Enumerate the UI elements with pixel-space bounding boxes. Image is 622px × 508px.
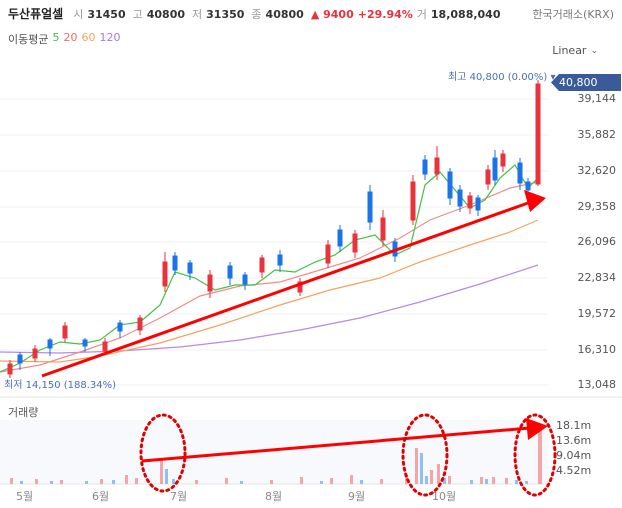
x-tick: 9월 (348, 490, 366, 503)
ma120-toggle[interactable]: 120 (99, 31, 121, 44)
volume-trend-arrow (141, 418, 548, 463)
volume-tick: 9.04m (556, 449, 592, 462)
ma60-toggle[interactable]: 60 (81, 31, 96, 44)
low-value: 31350 (206, 8, 245, 21)
ma-legend: 이동평균 5 20 60 120 (8, 31, 120, 47)
scale-mode-label: Linear (552, 44, 587, 57)
ma120-line (0, 264, 539, 354)
chevron-down-icon: ⌄ (590, 45, 598, 56)
high-value: 40800 (146, 8, 186, 21)
current-price-tag: 40,800 (551, 74, 621, 91)
stock-header: 두산퓨얼셀 시 31450 고 40800 저 31350 종 40800 ▲ … (8, 5, 504, 21)
volume-tick: 13.6m (556, 434, 592, 447)
ma-legend-title: 이동평균 (8, 33, 49, 46)
open-value: 31450 (87, 8, 126, 21)
x-tick: 8월 (265, 490, 283, 503)
ma5-line (0, 164, 539, 373)
close-label: 종 (251, 8, 262, 21)
stock-name: 두산퓨얼셀 (8, 7, 64, 21)
min-price-label: 최저 14,150 (188.34%) (4, 380, 117, 391)
ma20-line (0, 181, 539, 373)
y-tick: 35,882 (577, 128, 617, 141)
max-price-label: 최고 40,800 (0.00%) ▾ (448, 72, 556, 83)
price-trend-arrow (41, 190, 546, 378)
ma5-toggle[interactable]: 5 (52, 31, 60, 44)
price-grid (0, 98, 548, 386)
x-tick: 6월 (92, 490, 110, 503)
volume-label: 거 (416, 8, 427, 21)
exchange-label: 한국거래소(KRX) (532, 8, 614, 21)
volume-tick: 18.1m (556, 419, 592, 432)
volume-value: 18,088,040 (430, 8, 501, 21)
change-percent: +29.94% (357, 8, 413, 21)
y-tick: 13,048 (577, 378, 617, 391)
ma20-toggle[interactable]: 20 (63, 31, 78, 44)
y-tick: 22,834 (577, 271, 617, 284)
y-tick: 19,572 (577, 307, 617, 320)
x-tick: 7월 (170, 490, 188, 503)
close-value: 40800 (265, 8, 304, 21)
high-label: 고 (132, 8, 143, 21)
x-tick: 5월 (16, 490, 34, 503)
highlight-circles (139, 413, 557, 497)
open-label: 시 (73, 8, 84, 21)
volume-bars (10, 427, 542, 484)
change-value: ▲ 9400 (310, 8, 354, 21)
y-tick: 29,358 (577, 200, 617, 213)
low-label: 저 (192, 8, 203, 21)
x-tick: 10월 (432, 490, 457, 503)
scale-mode-dropdown[interactable]: Linear ⌄ (552, 44, 598, 57)
volume-panel-title: 거래량 (8, 406, 39, 419)
candles (7, 80, 541, 378)
y-tick: 39,144 (577, 92, 617, 105)
volume-tick: 4.52m (556, 464, 592, 477)
y-tick: 26,096 (577, 235, 617, 248)
y-tick: 32,620 (577, 164, 617, 177)
y-tick: 16,310 (577, 343, 617, 356)
